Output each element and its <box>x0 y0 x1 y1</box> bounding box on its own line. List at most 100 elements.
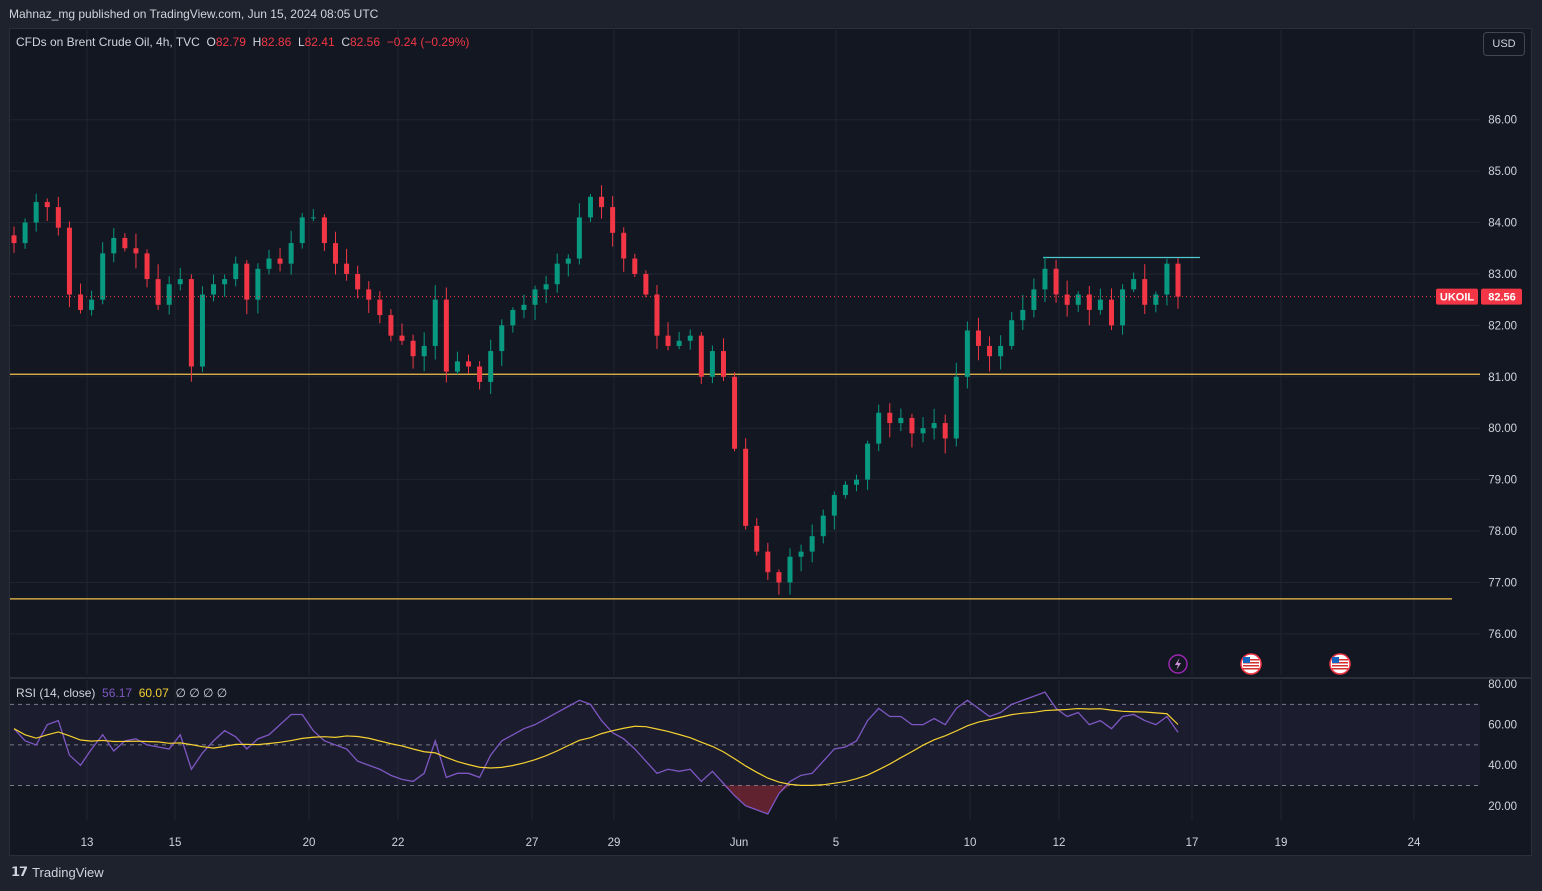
candle-body <box>299 217 305 244</box>
rsi-name[interactable]: RSI (14, close) <box>16 686 96 700</box>
brand-label: TradingView <box>32 864 104 880</box>
us-flag-icon <box>1332 657 1339 663</box>
candle-body <box>78 294 84 310</box>
candle-body <box>255 268 261 300</box>
candle-body <box>543 284 549 290</box>
candle-body <box>1120 289 1126 326</box>
candle-body <box>510 309 516 326</box>
chart-area[interactable] <box>9 28 1532 856</box>
candle-body <box>876 412 882 444</box>
candle-body <box>565 258 571 264</box>
candle-body <box>887 412 893 424</box>
candle-body <box>698 335 704 377</box>
candle-body <box>44 201 50 208</box>
x-tick-label: 19 <box>1275 837 1288 849</box>
open-label: O <box>206 35 216 49</box>
candle-body <box>66 227 72 295</box>
candle-body <box>277 258 283 264</box>
us-flag-icon <box>1332 668 1348 670</box>
candle-body <box>1097 299 1103 310</box>
candle-body <box>188 279 194 367</box>
x-tick-label: 17 <box>1186 837 1199 849</box>
candle-body <box>233 263 239 280</box>
candle-body <box>1075 294 1081 305</box>
x-tick-label: 13 <box>81 837 94 849</box>
candle-body <box>211 284 217 295</box>
x-tick-label: 12 <box>1053 837 1066 849</box>
candle-body <box>377 299 383 316</box>
candle-body <box>532 289 538 305</box>
candle-body <box>332 243 338 264</box>
us-flag-icon <box>1243 659 1259 661</box>
x-tick-label: Jun <box>730 837 749 849</box>
candle-body <box>820 515 826 537</box>
candle-body <box>1042 268 1048 290</box>
candle-body <box>488 351 494 382</box>
candle-body <box>576 217 582 259</box>
candle-body <box>776 572 782 583</box>
symbol-badge <box>1436 288 1478 305</box>
candle-body <box>1009 320 1015 346</box>
y-tick-label: 81.00 <box>1488 372 1517 384</box>
candle-body <box>787 556 793 583</box>
candle-body <box>831 495 837 516</box>
y-tick-label: 77.00 <box>1488 577 1517 589</box>
candle-body <box>865 443 871 480</box>
rsi-legend: RSI (14, close) 56.17 60.07 ∅ ∅ ∅ ∅ <box>16 686 227 700</box>
open-value: 82.79 <box>215 35 246 49</box>
us-flag-icon <box>1243 665 1259 667</box>
y-tick-label: 82.00 <box>1488 320 1517 332</box>
candle-body <box>1108 299 1114 326</box>
low-value: 82.41 <box>304 35 335 49</box>
rsi-value: 56.17 <box>102 686 133 700</box>
candle-body <box>144 253 150 280</box>
candle-body <box>1031 289 1037 310</box>
candle-body <box>399 335 405 341</box>
x-tick-label: 27 <box>526 837 539 849</box>
candle-body <box>1053 268 1059 295</box>
candle-body <box>1086 294 1092 310</box>
candle-body <box>632 258 638 274</box>
candle-body <box>610 207 616 233</box>
candle-body <box>798 551 804 557</box>
candle-body <box>177 279 183 285</box>
currency-button[interactable]: USD <box>1483 32 1525 56</box>
candle-body <box>621 232 627 259</box>
price-badge <box>1481 288 1522 305</box>
us-flag-icon <box>1332 659 1348 661</box>
candle-body <box>166 284 172 305</box>
candle-body <box>55 207 61 228</box>
candle-body <box>477 366 483 382</box>
candle-body <box>920 428 926 434</box>
symbol-name[interactable]: CFDs on Brent Crude Oil, 4h, TVC <box>16 35 200 49</box>
tradingview-logo[interactable]: 𝟭𝟳 TradingView <box>11 864 104 880</box>
close-label: C <box>341 35 350 49</box>
candle-body <box>454 361 460 372</box>
candle-body <box>1064 294 1070 305</box>
x-tick-label: 22 <box>392 837 405 849</box>
candle-body <box>854 479 860 485</box>
rsi-extra: ∅ ∅ ∅ ∅ <box>175 686 228 700</box>
candle-body <box>809 536 815 552</box>
candle-body <box>654 294 660 336</box>
candle-body <box>466 361 472 367</box>
us-flag-icon <box>1332 662 1348 664</box>
candle-body <box>743 448 749 526</box>
rsi-tick-label: 40.00 <box>1488 760 1517 772</box>
candle-body <box>1131 279 1137 290</box>
candle-body <box>898 417 904 424</box>
candle-body <box>931 423 937 429</box>
y-tick-label: 80.00 <box>1488 423 1517 435</box>
x-tick-label: 29 <box>608 837 621 849</box>
candle-body <box>1020 309 1026 321</box>
us-flag-icon <box>1243 662 1259 664</box>
candle-body <box>111 237 117 254</box>
candle-body <box>1175 263 1181 297</box>
candle-body <box>975 330 981 346</box>
candle-body <box>599 196 605 208</box>
candle-body <box>720 351 726 377</box>
x-tick-label: 15 <box>169 837 182 849</box>
x-tick-label: 5 <box>833 837 839 849</box>
candle-body <box>732 376 738 449</box>
